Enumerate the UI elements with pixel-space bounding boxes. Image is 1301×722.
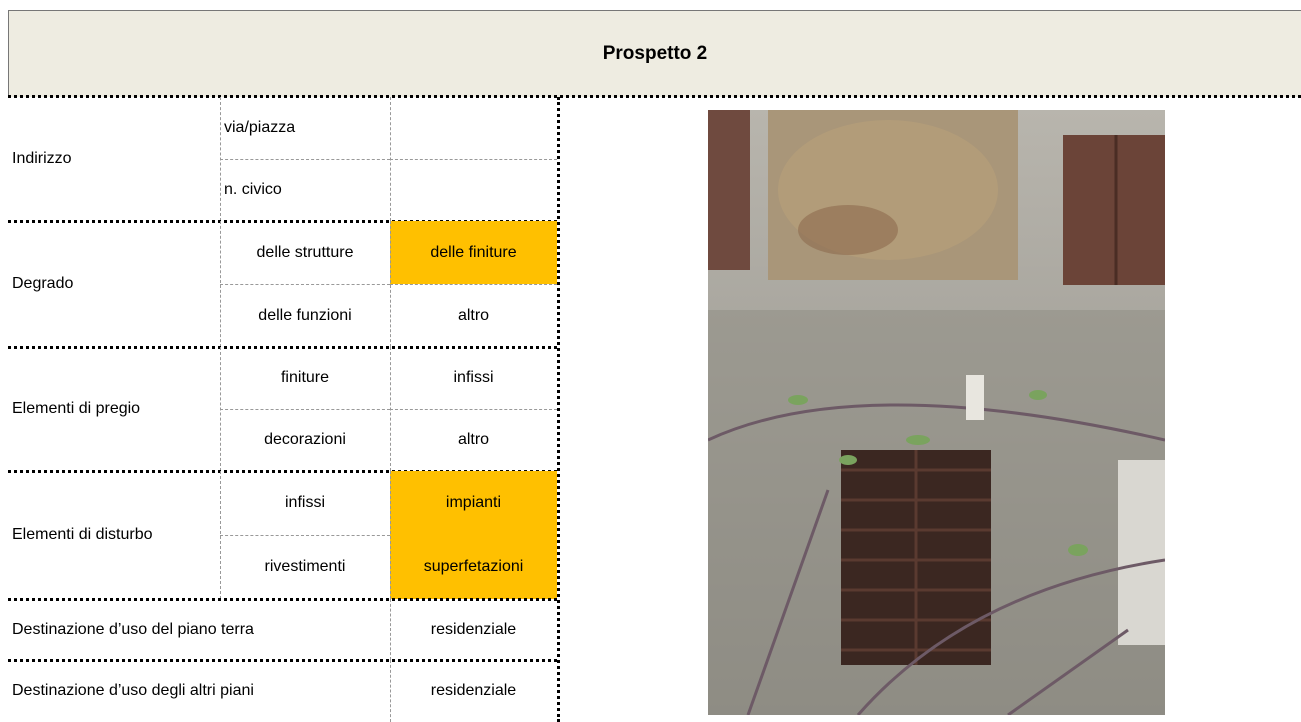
form-cell: infissi bbox=[453, 369, 494, 386]
divider bbox=[390, 284, 557, 285]
divider bbox=[390, 660, 391, 722]
form-cell: finiture bbox=[280, 369, 330, 386]
form-cell: altro bbox=[457, 431, 490, 448]
divider bbox=[390, 221, 391, 347]
row-label: Destinazione d’uso degli altri piani bbox=[12, 682, 254, 699]
divider bbox=[390, 97, 391, 221]
divider bbox=[557, 97, 560, 722]
divider bbox=[220, 284, 390, 285]
form-cell: delle finiture bbox=[390, 221, 557, 284]
form-cell: delle funzioni bbox=[258, 306, 352, 324]
form-cell: n. civico bbox=[224, 181, 282, 198]
divider bbox=[390, 347, 391, 471]
form-cell: altro bbox=[457, 306, 490, 324]
group-label: Elementi di pregio bbox=[12, 400, 141, 417]
form-cell: decorazioni bbox=[264, 431, 346, 448]
form-cell: impianti bbox=[390, 471, 557, 535]
divider bbox=[220, 159, 390, 160]
divider bbox=[390, 159, 557, 160]
divider bbox=[8, 346, 557, 349]
divider bbox=[220, 535, 390, 536]
divider bbox=[220, 409, 390, 410]
divider bbox=[8, 598, 557, 601]
divider bbox=[8, 659, 557, 662]
divider bbox=[390, 471, 391, 599]
group-label: Elementi di disturbo bbox=[12, 526, 153, 543]
facade-photo bbox=[708, 110, 1165, 715]
divider bbox=[390, 409, 557, 410]
divider bbox=[8, 95, 1301, 98]
form-cell: infissi bbox=[284, 494, 325, 511]
group-label: Degrado bbox=[12, 275, 74, 292]
form-cell: via/piazza bbox=[224, 119, 296, 136]
row-label: Destinazione d’uso del piano terra bbox=[12, 620, 254, 638]
group-label: Indirizzo bbox=[12, 150, 72, 167]
divider bbox=[8, 220, 557, 223]
form-cell: delle strutture bbox=[256, 243, 354, 261]
header-title: Prospetto 2 bbox=[8, 10, 1301, 97]
form-cell: rivestimenti bbox=[264, 558, 346, 575]
form-cell: superfetazioni bbox=[390, 535, 557, 599]
row-value: residenziale bbox=[430, 620, 517, 638]
divider bbox=[390, 599, 391, 660]
divider bbox=[8, 470, 557, 473]
row-value: residenziale bbox=[430, 682, 517, 699]
